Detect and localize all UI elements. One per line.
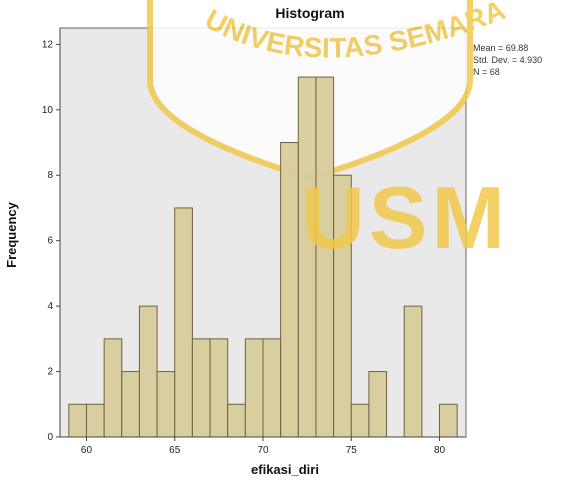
y-axis-ticks: 0 2 4 6 8 10 12 [42, 39, 60, 443]
histogram-bar [103, 338, 123, 438]
histogram-bar [262, 338, 282, 438]
y-tick-label: 2 [47, 367, 53, 378]
y-axis-title: Frequency [4, 201, 19, 268]
x-tick-label: 75 [346, 445, 358, 456]
histogram-bar [121, 371, 140, 438]
x-axis-title: efikasi_diri [251, 462, 319, 477]
y-tick-label: 12 [42, 39, 54, 50]
histogram-bar [439, 403, 458, 438]
x-tick-label: 80 [434, 445, 446, 456]
histogram-bar [368, 371, 388, 438]
histogram-bar [244, 338, 264, 438]
histogram-bar [227, 403, 246, 438]
y-tick-label: 10 [42, 105, 54, 116]
x-tick-label: 65 [169, 445, 181, 456]
x-tick-label: 70 [257, 445, 269, 456]
y-tick-label: 4 [47, 301, 53, 312]
stats-mean: Mean = 69.88 [473, 43, 528, 53]
histogram-bar [280, 142, 299, 438]
histogram-bar [68, 403, 87, 438]
stats-n: N = 68 [473, 67, 500, 77]
stats-std-dev: Std. Dev. = 4.930 [473, 55, 542, 65]
histogram-bar [191, 338, 211, 438]
y-tick-label: 0 [47, 432, 53, 443]
stats-legend: Mean = 69.88 Std. Dev. = 4.930 N = 68 [473, 43, 542, 77]
histogram-bar [403, 305, 423, 438]
histogram-bar [156, 371, 176, 438]
y-tick-label: 6 [47, 236, 53, 247]
watermark-letters: USM [301, 168, 509, 267]
y-tick-label: 8 [47, 170, 53, 181]
chart-title: Histogram [275, 5, 344, 21]
histogram-bar [174, 207, 193, 438]
bars [68, 76, 458, 438]
histogram-bar [209, 338, 229, 438]
x-tick-label: 60 [81, 445, 93, 456]
histogram-bar [138, 305, 158, 438]
histogram-bar [85, 403, 105, 438]
histogram-bar [350, 403, 370, 438]
x-axis-ticks: 60 65 70 75 80 [81, 437, 446, 456]
